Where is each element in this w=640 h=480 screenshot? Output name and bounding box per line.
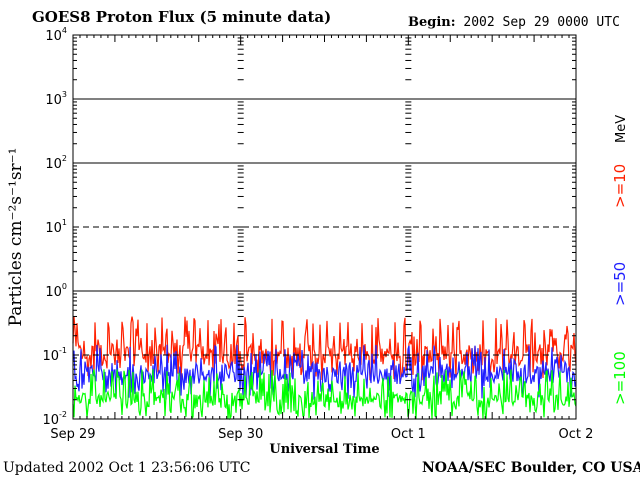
unit-label: MeV: [614, 115, 629, 143]
x-tick-label: Sep 29: [50, 427, 95, 442]
plot-frame: [72, 34, 577, 420]
y-tick-base: 10: [45, 29, 62, 44]
y-tick-label: 103: [45, 90, 67, 108]
y-tick-label: 102: [45, 154, 67, 172]
y-tick-exponent: -2: [59, 410, 67, 419]
y-tick-exponent: -1: [59, 346, 67, 355]
legend-label-ge100: >=100: [611, 351, 629, 405]
y-tick-label: 10-1: [42, 346, 67, 364]
y-tick-label: 10-2: [42, 410, 67, 428]
begin-time: Begin: 2002 Sep 29 0000 UTC: [408, 15, 620, 30]
y-tick-label: 104: [45, 26, 67, 44]
legend-label-ge10: >=10: [611, 164, 629, 208]
y-tick-base: 10: [45, 221, 62, 236]
begin-label: Begin:: [408, 15, 456, 30]
credit-text: NOAA/SEC Boulder, CO USA: [422, 460, 640, 476]
x-axis-label: Universal Time: [269, 442, 379, 457]
y-tick-exponent: 1: [62, 218, 67, 227]
y-tick-base: 10: [45, 157, 62, 172]
y-tick-base: 10: [45, 285, 62, 300]
y-axis-label: Particles cm⁻²s⁻¹sr⁻¹: [6, 148, 26, 327]
y-tick-label: 101: [45, 218, 67, 236]
y-tick-exponent: 3: [62, 90, 67, 99]
x-tick-label: Oct 2: [559, 427, 594, 442]
y-tick-label: 100: [45, 282, 67, 300]
series-line-ge100: [72, 369, 577, 421]
series-line-ge10: [72, 316, 577, 381]
chart-title: GOES8 Proton Flux (5 minute data): [32, 8, 332, 26]
y-tick-base: 10: [45, 93, 62, 108]
begin-value: 2002 Sep 29 0000 UTC: [463, 15, 620, 30]
y-tick-exponent: 0: [62, 282, 67, 291]
y-tick-base: 10: [42, 413, 59, 428]
y-tick-exponent: 4: [62, 26, 67, 35]
y-tick-exponent: 2: [62, 154, 67, 163]
series-line-ge50: [72, 344, 577, 400]
x-tick-label: Sep 30: [218, 427, 263, 442]
y-tick-base: 10: [42, 349, 59, 364]
updated-timestamp: Updated 2002 Oct 1 23:56:06 UTC: [3, 460, 251, 476]
legend-label-ge50: >=50: [611, 262, 629, 306]
x-tick-label: Oct 1: [391, 427, 426, 442]
